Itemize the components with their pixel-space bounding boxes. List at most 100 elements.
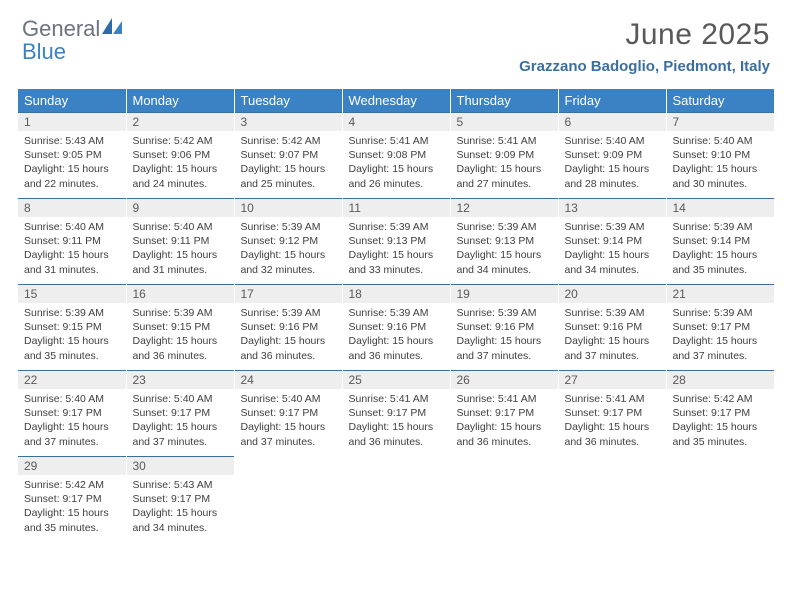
calendar-day-cell: 9Sunrise: 5:40 AMSunset: 9:11 PMDaylight… <box>126 198 234 284</box>
calendar-week-row: 1Sunrise: 5:43 AMSunset: 9:05 PMDaylight… <box>18 112 774 198</box>
sunset-line: Sunset: 9:05 PM <box>24 148 120 162</box>
daylight-line: Daylight: 15 hours and 37 minutes. <box>565 334 660 362</box>
calendar-day-cell: 14Sunrise: 5:39 AMSunset: 9:14 PMDayligh… <box>666 198 774 284</box>
day-number: 8 <box>18 198 126 217</box>
daylight-line: Daylight: 15 hours and 33 minutes. <box>349 248 444 276</box>
daylight-line: Daylight: 15 hours and 36 minutes. <box>241 334 336 362</box>
daylight-line: Daylight: 15 hours and 36 minutes. <box>565 420 660 448</box>
day-body: Sunrise: 5:39 AMSunset: 9:15 PMDaylight:… <box>127 303 234 367</box>
calendar-day-cell: .. <box>450 456 558 542</box>
calendar-day-cell: 5Sunrise: 5:41 AMSunset: 9:09 PMDaylight… <box>450 112 558 198</box>
daylight-line: Daylight: 15 hours and 37 minutes. <box>241 420 336 448</box>
calendar-day-cell: .. <box>666 456 774 542</box>
calendar-day-cell: 6Sunrise: 5:40 AMSunset: 9:09 PMDaylight… <box>558 112 666 198</box>
calendar-header-row: SundayMondayTuesdayWednesdayThursdayFrid… <box>18 89 774 112</box>
day-body: Sunrise: 5:40 AMSunset: 9:17 PMDaylight:… <box>18 389 126 453</box>
title-block: June 2025 Grazzano Badoglio, Piedmont, I… <box>519 18 770 75</box>
sunrise-line: Sunrise: 5:43 AM <box>133 478 228 492</box>
day-body: Sunrise: 5:40 AMSunset: 9:17 PMDaylight:… <box>127 389 234 453</box>
daylight-line: Daylight: 15 hours and 37 minutes. <box>673 334 769 362</box>
daylight-line: Daylight: 15 hours and 26 minutes. <box>349 162 444 190</box>
daylight-line: Daylight: 15 hours and 35 minutes. <box>24 506 120 534</box>
sunset-line: Sunset: 9:07 PM <box>241 148 336 162</box>
calendar-day-cell: 27Sunrise: 5:41 AMSunset: 9:17 PMDayligh… <box>558 370 666 456</box>
weekday-header: Wednesday <box>342 89 450 112</box>
daylight-line: Daylight: 15 hours and 35 minutes. <box>673 420 769 448</box>
day-body: Sunrise: 5:42 AMSunset: 9:17 PMDaylight:… <box>667 389 775 453</box>
sunrise-line: Sunrise: 5:39 AM <box>565 306 660 320</box>
day-body: Sunrise: 5:40 AMSunset: 9:11 PMDaylight:… <box>18 217 126 281</box>
sunrise-line: Sunrise: 5:40 AM <box>24 392 120 406</box>
sunrise-line: Sunrise: 5:40 AM <box>133 392 228 406</box>
sunset-line: Sunset: 9:14 PM <box>673 234 769 248</box>
daylight-line: Daylight: 15 hours and 24 minutes. <box>133 162 228 190</box>
day-body: Sunrise: 5:41 AMSunset: 9:09 PMDaylight:… <box>451 131 558 195</box>
sunrise-line: Sunrise: 5:41 AM <box>565 392 660 406</box>
daylight-line: Daylight: 15 hours and 36 minutes. <box>133 334 228 362</box>
day-number: 7 <box>667 112 775 131</box>
calendar-day-cell: 20Sunrise: 5:39 AMSunset: 9:16 PMDayligh… <box>558 284 666 370</box>
daylight-line: Daylight: 15 hours and 31 minutes. <box>133 248 228 276</box>
day-number: 18 <box>343 284 450 303</box>
day-body: Sunrise: 5:39 AMSunset: 9:16 PMDaylight:… <box>343 303 450 367</box>
header: General Blue June 2025 Grazzano Badoglio… <box>0 0 792 81</box>
sunset-line: Sunset: 9:13 PM <box>457 234 552 248</box>
sunset-line: Sunset: 9:11 PM <box>133 234 228 248</box>
day-number: 16 <box>127 284 234 303</box>
day-body: Sunrise: 5:39 AMSunset: 9:13 PMDaylight:… <box>343 217 450 281</box>
daylight-line: Daylight: 15 hours and 25 minutes. <box>241 162 336 190</box>
sunrise-line: Sunrise: 5:42 AM <box>241 134 336 148</box>
weekday-header: Monday <box>126 89 234 112</box>
sunset-line: Sunset: 9:16 PM <box>241 320 336 334</box>
sunrise-line: Sunrise: 5:41 AM <box>457 134 552 148</box>
sunset-line: Sunset: 9:15 PM <box>133 320 228 334</box>
day-number: 30 <box>127 456 234 475</box>
calendar-day-cell: 25Sunrise: 5:41 AMSunset: 9:17 PMDayligh… <box>342 370 450 456</box>
daylight-line: Daylight: 15 hours and 35 minutes. <box>24 334 120 362</box>
day-body: Sunrise: 5:43 AMSunset: 9:05 PMDaylight:… <box>18 131 126 195</box>
calendar-day-cell: 29Sunrise: 5:42 AMSunset: 9:17 PMDayligh… <box>18 456 126 542</box>
sunset-line: Sunset: 9:08 PM <box>349 148 444 162</box>
day-number: 23 <box>127 370 234 389</box>
daylight-line: Daylight: 15 hours and 37 minutes. <box>24 420 120 448</box>
day-number: 15 <box>18 284 126 303</box>
daylight-line: Daylight: 15 hours and 27 minutes. <box>457 162 552 190</box>
daylight-line: Daylight: 15 hours and 34 minutes. <box>565 248 660 276</box>
calendar-week-row: 22Sunrise: 5:40 AMSunset: 9:17 PMDayligh… <box>18 370 774 456</box>
calendar-day-cell: 15Sunrise: 5:39 AMSunset: 9:15 PMDayligh… <box>18 284 126 370</box>
logo-text-blue: Blue <box>22 39 66 64</box>
day-body: Sunrise: 5:40 AMSunset: 9:11 PMDaylight:… <box>127 217 234 281</box>
sunset-line: Sunset: 9:17 PM <box>24 492 120 506</box>
sunrise-line: Sunrise: 5:39 AM <box>565 220 660 234</box>
day-body: Sunrise: 5:41 AMSunset: 9:17 PMDaylight:… <box>451 389 558 453</box>
daylight-line: Daylight: 15 hours and 32 minutes. <box>241 248 336 276</box>
sunset-line: Sunset: 9:09 PM <box>457 148 552 162</box>
sunrise-line: Sunrise: 5:39 AM <box>24 306 120 320</box>
sunset-line: Sunset: 9:17 PM <box>673 406 769 420</box>
daylight-line: Daylight: 15 hours and 37 minutes. <box>457 334 552 362</box>
calendar-day-cell: 1Sunrise: 5:43 AMSunset: 9:05 PMDaylight… <box>18 112 126 198</box>
sunset-line: Sunset: 9:06 PM <box>133 148 228 162</box>
sunset-line: Sunset: 9:16 PM <box>457 320 552 334</box>
day-number: 24 <box>235 370 342 389</box>
sunset-line: Sunset: 9:09 PM <box>565 148 660 162</box>
sunrise-line: Sunrise: 5:40 AM <box>133 220 228 234</box>
sunset-line: Sunset: 9:17 PM <box>133 406 228 420</box>
day-number: 27 <box>559 370 666 389</box>
sunrise-line: Sunrise: 5:42 AM <box>133 134 228 148</box>
day-number: 17 <box>235 284 342 303</box>
day-body: Sunrise: 5:40 AMSunset: 9:10 PMDaylight:… <box>667 131 775 195</box>
day-body: Sunrise: 5:40 AMSunset: 9:17 PMDaylight:… <box>235 389 342 453</box>
sunrise-line: Sunrise: 5:39 AM <box>241 306 336 320</box>
location-text: Grazzano Badoglio, Piedmont, Italy <box>519 58 770 75</box>
calendar-day-cell: .. <box>342 456 450 542</box>
sunset-line: Sunset: 9:17 PM <box>24 406 120 420</box>
calendar-day-cell: 13Sunrise: 5:39 AMSunset: 9:14 PMDayligh… <box>558 198 666 284</box>
weekday-header: Saturday <box>666 89 774 112</box>
daylight-line: Daylight: 15 hours and 35 minutes. <box>673 248 769 276</box>
sunrise-line: Sunrise: 5:42 AM <box>673 392 769 406</box>
calendar-day-cell: 18Sunrise: 5:39 AMSunset: 9:16 PMDayligh… <box>342 284 450 370</box>
sunrise-line: Sunrise: 5:40 AM <box>565 134 660 148</box>
day-number: 20 <box>559 284 666 303</box>
day-body: Sunrise: 5:41 AMSunset: 9:08 PMDaylight:… <box>343 131 450 195</box>
